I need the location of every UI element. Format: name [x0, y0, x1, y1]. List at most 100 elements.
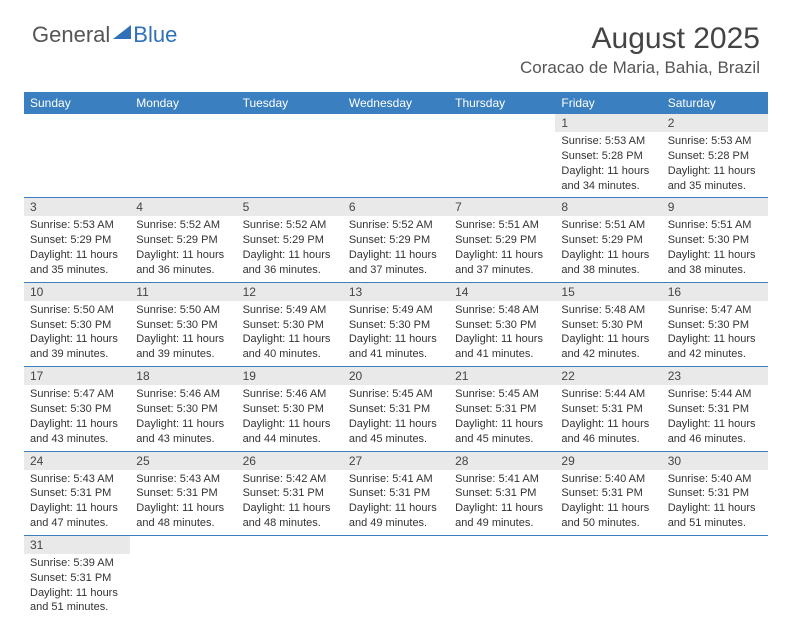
sunrise-line: Sunrise: 5:43 AM	[30, 472, 124, 487]
daylight-line: Daylight: 11 hours and 49 minutes.	[349, 501, 443, 531]
blank-day	[662, 536, 768, 554]
sunset-line: Sunset: 5:31 PM	[30, 571, 124, 586]
daylight-line: Daylight: 11 hours and 45 minutes.	[455, 417, 549, 447]
daylight-line: Daylight: 11 hours and 36 minutes.	[136, 248, 230, 278]
calendar-day-cell: 8Sunrise: 5:51 AMSunset: 5:29 PMDaylight…	[555, 198, 661, 282]
sunrise-line: Sunrise: 5:53 AM	[668, 134, 762, 149]
sunset-line: Sunset: 5:31 PM	[561, 486, 655, 501]
day-number: 1	[555, 114, 661, 132]
daylight-line: Daylight: 11 hours and 37 minutes.	[455, 248, 549, 278]
day-number: 12	[237, 283, 343, 301]
blank-day	[130, 114, 236, 132]
blank-day	[449, 114, 555, 132]
day-details: Sunrise: 5:47 AMSunset: 5:30 PMDaylight:…	[662, 301, 768, 366]
calendar-week-row: 10 Sunrise: 5:50 AM Sunset: 5:30 PM Dayligh…	[24, 282, 768, 366]
day-number: 10	[24, 283, 130, 301]
calendar-day-cell: 6Sunrise: 5:52 AMSunset: 5:29 PMDaylight…	[343, 198, 449, 282]
sunrise-line: Sunrise: 5:41 AM	[349, 472, 443, 487]
daylight-line: Daylight: 11 hours and 43 minutes.	[136, 417, 230, 447]
day-number: 15	[555, 283, 661, 301]
calendar-day-cell: 4Sunrise: 5:52 AMSunset: 5:29 PMDaylight…	[130, 198, 236, 282]
calendar-week-row: 31Sunrise: 5:39 AMSunset: 5:31 PMDayligh…	[24, 535, 768, 619]
day-details: Sunrise: 5:40 AMSunset: 5:31 PMDaylight:…	[555, 470, 661, 535]
day-number: 28	[449, 452, 555, 470]
sunrise-line: Sunrise: 5:50 AM	[30, 303, 124, 318]
daylight-line: Daylight: 11 hours and 41 minutes.	[349, 332, 443, 362]
day-number: 29	[555, 452, 661, 470]
sunrise-line: Sunrise: 5:52 AM	[136, 218, 230, 233]
sunrise-line: Sunrise: 5:47 AM	[668, 303, 762, 318]
calendar-day-cell: 19Sunrise: 5:46 AMSunset: 5:30 PMDayligh…	[237, 367, 343, 451]
day-details: Sunrise: 5:51 AMSunset: 5:29 PMDaylight:…	[449, 216, 555, 281]
sunrise-line: Sunrise: 5:39 AM	[30, 556, 124, 571]
weekday-header: Friday	[555, 92, 661, 114]
calendar-day-cell: 28Sunrise: 5:41 AMSunset: 5:31 PMDayligh…	[449, 451, 555, 535]
calendar-day-cell: 17Sunrise: 5:47 AMSunset: 5:30 PMDayligh…	[24, 367, 130, 451]
day-details: Sunrise: 5:53 AMSunset: 5:28 PMDaylight:…	[662, 132, 768, 197]
blank-day	[237, 536, 343, 554]
sunrise-line: Sunrise: 5:44 AM	[561, 387, 655, 402]
calendar-day-cell: 16Sunrise: 5:47 AMSunset: 5:30 PMDayligh…	[662, 282, 768, 366]
calendar-day-cell: 5Sunrise: 5:52 AMSunset: 5:29 PMDaylight…	[237, 198, 343, 282]
calendar-day-cell: 2Sunrise: 5:53 AMSunset: 5:28 PMDaylight…	[662, 114, 768, 198]
logo: General Blue	[32, 22, 177, 48]
sunrise-line: Sunrise: 5:46 AM	[136, 387, 230, 402]
sunset-line: Sunset: 5:28 PM	[561, 149, 655, 164]
day-details: Sunrise: 5:51 AMSunset: 5:29 PMDaylight:…	[555, 216, 661, 281]
calendar-table: SundayMondayTuesdayWednesdayThursdayFrid…	[24, 92, 768, 619]
calendar-day-cell: 11Sunrise: 5:50 AMSunset: 5:30 PMDayligh…	[130, 282, 236, 366]
daylight-line: Daylight: 11 hours and 35 minutes.	[30, 248, 124, 278]
day-number: 13	[343, 283, 449, 301]
day-details: Sunrise: 5:41 AMSunset: 5:31 PMDaylight:…	[449, 470, 555, 535]
weekday-header: Thursday	[449, 92, 555, 114]
calendar-day-cell: 1Sunrise: 5:53 AMSunset: 5:28 PMDaylight…	[555, 114, 661, 198]
sunrise-line: Sunrise: 5:53 AM	[30, 218, 124, 233]
daylight-line: Daylight: 11 hours and 39 minutes.	[30, 332, 124, 362]
sunrise-line: Sunrise: 5:53 AM	[561, 134, 655, 149]
daylight-line: Daylight: 11 hours and 48 minutes.	[243, 501, 337, 531]
calendar-week-row: 24Sunrise: 5:43 AMSunset: 5:31 PMDayligh…	[24, 451, 768, 535]
sunrise-line: Sunrise: 5:43 AM	[136, 472, 230, 487]
sunrise-line: Sunrise: 5:42 AM	[243, 472, 337, 487]
day-number: 30	[662, 452, 768, 470]
day-details: Sunrise: 5:48 AMSunset: 5:30 PMDaylight:…	[449, 301, 555, 366]
calendar-day-cell: 24Sunrise: 5:43 AMSunset: 5:31 PMDayligh…	[24, 451, 130, 535]
day-number: 16	[662, 283, 768, 301]
calendar-day-cell: 7Sunrise: 5:51 AMSunset: 5:29 PMDaylight…	[449, 198, 555, 282]
day-details: Sunrise: 5:43 AMSunset: 5:31 PMDaylight:…	[130, 470, 236, 535]
daylight-line: Daylight: 11 hours and 46 minutes.	[668, 417, 762, 447]
blank-day	[130, 536, 236, 554]
day-details: Sunrise: 5:47 AMSunset: 5:30 PMDaylight:…	[24, 385, 130, 450]
sunrise-line: Sunrise: 5:45 AM	[349, 387, 443, 402]
day-number: 22	[555, 367, 661, 385]
calendar-week-row: 1Sunrise: 5:53 AMSunset: 5:28 PMDaylight…	[24, 114, 768, 198]
day-details: Sunrise: 5:46 AMSunset: 5:30 PMDaylight:…	[237, 385, 343, 450]
day-details: Sunrise: 5:46 AMSunset: 5:30 PMDaylight:…	[130, 385, 236, 450]
sunset-line: Sunset: 5:31 PM	[668, 486, 762, 501]
calendar-day-cell: 15Sunrise: 5:48 AMSunset: 5:30 PMDayligh…	[555, 282, 661, 366]
weekday-header: Sunday	[24, 92, 130, 114]
daylight-line: Daylight: 11 hours and 45 minutes.	[349, 417, 443, 447]
sunrise-line: Sunrise: 5:48 AM	[455, 303, 549, 318]
calendar-day-cell	[130, 114, 236, 198]
sunrise-line: Sunrise: 5:44 AM	[668, 387, 762, 402]
sunrise-line: Sunrise: 5:47 AM	[30, 387, 124, 402]
day-details: Sunrise: 5:45 AMSunset: 5:31 PMDaylight:…	[343, 385, 449, 450]
daylight-line: Daylight: 11 hours and 37 minutes.	[349, 248, 443, 278]
day-details: Sunrise: 5:44 AMSunset: 5:31 PMDaylight:…	[662, 385, 768, 450]
sunrise-line: Sunrise: 5:40 AM	[668, 472, 762, 487]
day-number: 21	[449, 367, 555, 385]
calendar-day-cell: 22Sunrise: 5:44 AMSunset: 5:31 PMDayligh…	[555, 367, 661, 451]
daylight-line: Daylight: 11 hours and 44 minutes.	[243, 417, 337, 447]
day-number: 8	[555, 198, 661, 216]
title-block: August 2025 Coracao de Maria, Bahia, Bra…	[520, 22, 760, 78]
logo-word-1: General	[32, 22, 110, 48]
sunrise-line: Sunrise: 5:40 AM	[561, 472, 655, 487]
sunset-line: Sunset: 5:29 PM	[243, 233, 337, 248]
blank-day	[449, 536, 555, 554]
day-details: Sunrise: 5:48 AMSunset: 5:30 PMDaylight:…	[555, 301, 661, 366]
day-number: 2	[662, 114, 768, 132]
day-details: Sunrise: 5:43 AMSunset: 5:31 PMDaylight:…	[24, 470, 130, 535]
calendar-day-cell	[237, 114, 343, 198]
sunset-line: Sunset: 5:30 PM	[243, 318, 337, 333]
